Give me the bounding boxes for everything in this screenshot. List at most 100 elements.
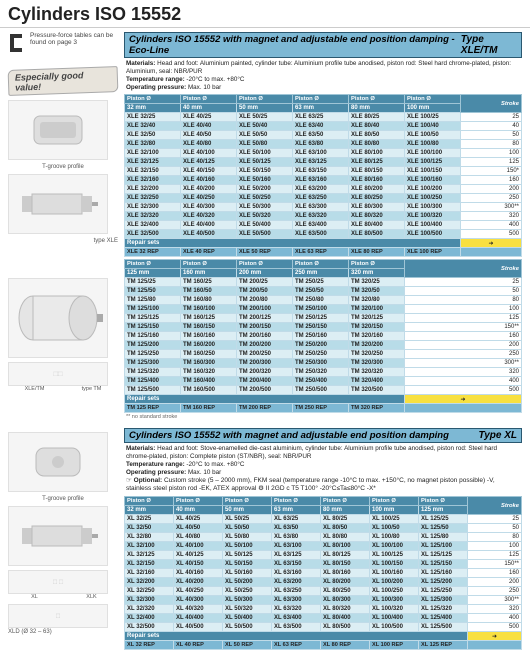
repair-label: Repair sets	[125, 632, 468, 641]
repair-cell: TM 125 REP	[125, 404, 181, 413]
cell: XL 80/100	[321, 542, 370, 551]
col-mm: 40 mm	[174, 506, 223, 515]
table-row: XL 32/160XL 40/160XL 50/160XL 63/160XL 8…	[125, 569, 522, 578]
xle-tm-label: XLE/TM	[8, 386, 61, 392]
cell: TM 320/160	[349, 332, 405, 341]
col-mm: 200 mm	[237, 269, 293, 278]
cell: XL 100/25	[370, 515, 419, 524]
table-row: TM 125/150TM 160/150TM 200/150TM 250/150…	[125, 323, 522, 332]
cell: XLE 100/300	[405, 203, 461, 212]
cell: XLE 32/25	[125, 113, 181, 122]
cell: TM 320/400	[349, 377, 405, 386]
table-row: XL 32/250XL 40/250XL 50/250XL 63/250XL 8…	[125, 587, 522, 596]
table-row: XL 32/80XL 40/80XL 50/80XL 63/80XL 80/80…	[125, 533, 522, 542]
cell: XLE 63/50	[293, 131, 349, 140]
cell: XLE 63/80	[293, 140, 349, 149]
cell: TM 250/25	[293, 278, 349, 287]
cell: XL 125/500	[419, 623, 468, 632]
cell: XL 50/150	[223, 560, 272, 569]
arrow-icon: ➜	[461, 239, 522, 248]
stroke-cell: 400	[461, 221, 522, 230]
section1-header: Cylinders ISO 15552 with magnet and adju…	[124, 32, 522, 58]
cell: XLE 50/80	[237, 140, 293, 149]
col-header: Piston Ø	[174, 497, 223, 506]
cell: XL 50/50	[223, 524, 272, 533]
cell: TM 320/80	[349, 296, 405, 305]
cell: XLE 40/250	[181, 194, 237, 203]
footnote-std: ** no standard stroke	[124, 413, 522, 424]
arrow-icon: ➜	[405, 395, 522, 404]
cell: TM 250/400	[293, 377, 349, 386]
xl-image	[8, 506, 108, 566]
cell: TM 250/150	[293, 323, 349, 332]
cell: XL 125/160	[419, 569, 468, 578]
cell: XL 63/160	[272, 569, 321, 578]
cell: XL 63/400	[272, 614, 321, 623]
stroke-cell: 80	[468, 533, 522, 542]
pressure-note: Pressure-force tables can be found on pa…	[8, 32, 118, 56]
table-row: TM 125/25TM 160/25TM 200/25TM 250/25TM 3…	[125, 278, 522, 287]
cell: XLE 50/100	[237, 149, 293, 158]
repair-cell: TM 250 REP	[293, 404, 349, 413]
col-mm: 100 mm	[370, 506, 419, 515]
cell: TM 200/50	[237, 287, 293, 296]
cell: TM 250/250	[293, 350, 349, 359]
cell: TM 200/150	[237, 323, 293, 332]
cell: XL 32/100	[125, 542, 174, 551]
cell: TM 160/200	[181, 341, 237, 350]
col-header: Piston Ø	[237, 95, 293, 104]
cell: XLE 100/125	[405, 158, 461, 167]
cell: TM 160/320	[181, 368, 237, 377]
cell: TM 320/500	[349, 386, 405, 395]
cell: XLE 100/200	[405, 185, 461, 194]
cell: XLE 63/300	[293, 203, 349, 212]
xl-label: XL	[8, 594, 61, 600]
cell: XLE 40/150	[181, 167, 237, 176]
cell: XL 80/125	[321, 551, 370, 560]
cell: XLE 40/300	[181, 203, 237, 212]
table-row: XLE 32/500XLE 40/500XLE 50/500XLE 63/500…	[125, 230, 522, 239]
cell: XLE 40/400	[181, 221, 237, 230]
cell: TM 200/320	[237, 368, 293, 377]
cell: XL 40/300	[174, 596, 223, 605]
cell: XL 125/125	[419, 551, 468, 560]
cell: TM 250/125	[293, 314, 349, 323]
cell: XLE 80/100	[349, 149, 405, 158]
repair-cell: XLE 50 REP	[237, 248, 293, 257]
cell: TM 125/80	[125, 296, 181, 305]
cell: XLE 80/320	[349, 212, 405, 221]
good-value-badge: Especially good value!	[8, 66, 119, 96]
cell: XL 100/400	[370, 614, 419, 623]
cell: XL 40/250	[174, 587, 223, 596]
tgroove-caption: T-groove profile	[8, 164, 118, 170]
table-row: XL 32/500XL 40/500XL 50/500XL 63/500XL 8…	[125, 623, 522, 632]
repair-row: TM 125 REPTM 160 REPTM 200 REPTM 250 REP…	[125, 404, 522, 413]
cell: XL 100/100	[370, 542, 419, 551]
cell: XL 50/500	[223, 623, 272, 632]
stroke-cell: 50	[461, 131, 522, 140]
cell: XLE 32/125	[125, 158, 181, 167]
repair-cell: XLE 32 REP	[125, 248, 181, 257]
cell: XL 63/250	[272, 587, 321, 596]
tgroove-image	[8, 100, 108, 160]
cell: TM 320/320	[349, 368, 405, 377]
cell: XLE 80/50	[349, 131, 405, 140]
cell: XLE 40/160	[181, 176, 237, 185]
stroke-cell: 150**	[405, 323, 522, 332]
tgroove-caption-2: T-groove profile	[8, 496, 118, 502]
col-mm: 250 mm	[293, 269, 349, 278]
table-row: XLE 32/25XLE 40/25XLE 50/25XLE 63/25XLE …	[125, 113, 522, 122]
stroke-cell: 125	[461, 158, 522, 167]
xle-tm-outline: ⬚⬚	[8, 362, 108, 386]
cell: XL 40/500	[174, 623, 223, 632]
stroke-cell: 50	[405, 287, 522, 296]
cell: XL 100/125	[370, 551, 419, 560]
table-row: XLE 32/150XLE 40/150XLE 50/150XLE 63/150…	[125, 167, 522, 176]
cell: XL 63/80	[272, 533, 321, 542]
repair-cell: XLE 63 REP	[293, 248, 349, 257]
stroke-cell: 100	[405, 305, 522, 314]
cell: TM 250/320	[293, 368, 349, 377]
cell: XL 125/50	[419, 524, 468, 533]
cell: XLE 40/80	[181, 140, 237, 149]
cell: XL 63/500	[272, 623, 321, 632]
